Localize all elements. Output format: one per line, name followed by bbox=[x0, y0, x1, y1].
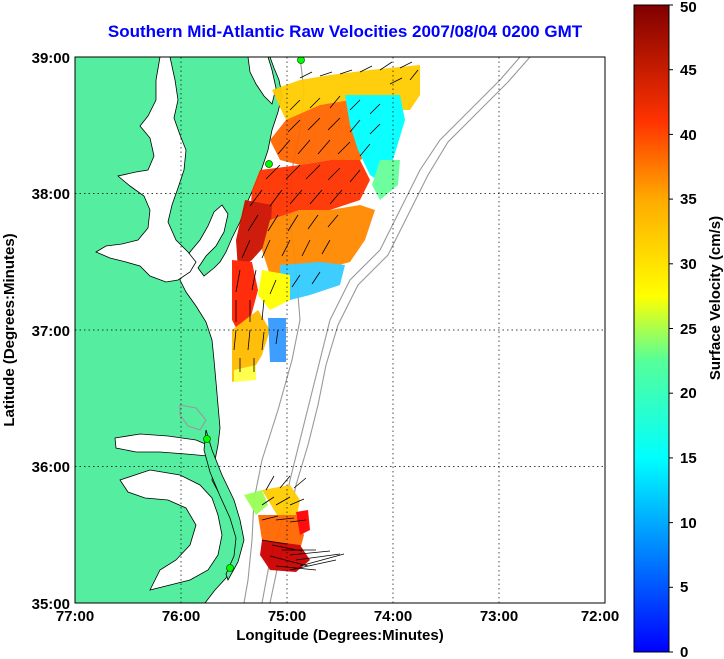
map-title: Southern Mid-Atlantic Raw Velocities 200… bbox=[107, 22, 583, 41]
x-axis-title: Longitude (Degrees:Minutes) bbox=[236, 627, 444, 644]
graticule bbox=[75, 57, 605, 603]
x-tick-label: 73:00 bbox=[480, 608, 518, 625]
y-tick-label: 36:00 bbox=[32, 459, 70, 476]
colorbar-label: Surface Velocity (cm/s) bbox=[707, 216, 724, 380]
delaware-bay bbox=[247, 57, 277, 105]
colorbar-tick-label: 20 bbox=[680, 385, 697, 402]
colorbar-tick-label: 40 bbox=[680, 127, 697, 144]
y-axis-title: Latitude (Degrees:Minutes) bbox=[1, 233, 18, 426]
x-axis: 77:00 76:00 75:00 74:00 73:00 72:00 Long… bbox=[56, 608, 619, 644]
colorbar-tick-label: 50 bbox=[680, 0, 697, 16]
colorbar-tick-label: 15 bbox=[680, 450, 697, 467]
x-tick-label: 74:00 bbox=[374, 608, 412, 625]
y-tick-label: 38:00 bbox=[32, 186, 70, 203]
colorbar-tick-label: 25 bbox=[680, 321, 697, 338]
outer-banks bbox=[203, 429, 245, 581]
y-axis: 39:00 38:00 37:00 36:00 35:00 Latitude (… bbox=[1, 50, 70, 613]
colorbar-tick-label: 10 bbox=[680, 515, 697, 532]
radar-stations bbox=[203, 57, 305, 572]
colorbar-gradient bbox=[633, 4, 670, 653]
y-tick-label: 37:00 bbox=[32, 323, 70, 340]
station-marker bbox=[265, 160, 273, 168]
x-tick-label: 75:00 bbox=[268, 608, 306, 625]
pamlico-sound bbox=[119, 469, 223, 591]
plot-border bbox=[74, 56, 606, 604]
velocity-field bbox=[232, 65, 420, 572]
colorbar-tick-label: 0 bbox=[680, 644, 688, 659]
colorbar-tick-label: 45 bbox=[680, 62, 697, 79]
station-marker bbox=[226, 564, 234, 572]
chesapeake-bay bbox=[95, 57, 197, 283]
x-tick-label: 77:00 bbox=[56, 608, 94, 625]
colorbar: 0 5 10 15 20 25 30 35 40 45 50 Surface V… bbox=[633, 0, 724, 659]
station-marker bbox=[297, 57, 305, 64]
y-tick-label: 35:00 bbox=[32, 596, 70, 613]
station-marker bbox=[203, 435, 211, 443]
colorbar-tick-label: 5 bbox=[680, 579, 688, 596]
colorbar-tick-label: 35 bbox=[680, 191, 697, 208]
x-tick-label: 72:00 bbox=[581, 608, 619, 625]
y-tick-label: 39:00 bbox=[32, 50, 70, 67]
velocity-vectors bbox=[233, 61, 419, 571]
x-tick-label: 76:00 bbox=[162, 608, 200, 625]
colorbar-tick-label: 30 bbox=[680, 256, 697, 273]
